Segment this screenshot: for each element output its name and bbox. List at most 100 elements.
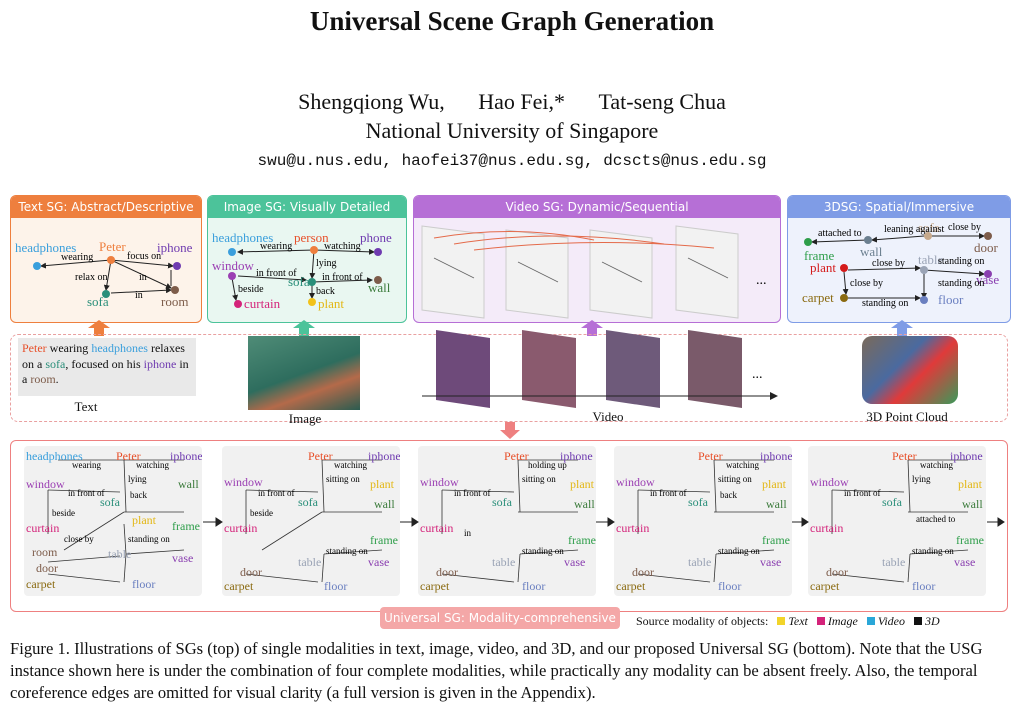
pointcloud-label: 3D Point Cloud [866,409,948,424]
author-list: Shengqiong Wu, Hao Fei,* Tat-seng Chua [0,89,1024,115]
node-table: table [882,555,905,569]
node-headphones: headphones [26,449,83,463]
node-sofa: sofa [918,220,940,235]
node-curtain: curtain [810,521,843,535]
node-vase: vase [976,272,999,287]
image-label: Image [288,411,322,426]
node-wall: wall [368,280,391,295]
node-table: table [918,252,943,267]
video-label: Video [592,409,624,424]
node-curtain: curtain [26,521,59,535]
node-floor: floor [522,579,545,593]
edge-in-front-of: in front of [68,488,105,498]
edge-sitting-on: sitting on [522,474,556,484]
node-window: window [810,475,849,489]
video-input-ellipsis: ... [752,367,763,382]
edge-in-front-of: in front of [844,488,881,498]
pointcloud-input [862,336,958,404]
image-sg-title: Image SG: Visually Detailed [208,196,406,218]
word-sofa: sofa [45,356,66,371]
author-2: Hao Fei,* [478,89,565,114]
author-emails: swu@u.nus.edu, haofei37@nus.edu.sg, dcsc… [257,152,767,170]
node-peter: Peter [698,449,723,463]
edge-wearing: wearing [61,252,93,263]
word-iphone: iphone [143,356,177,371]
node-plant: plant [370,477,395,491]
node-door: door [974,240,999,255]
usg-frame-graph: headphones Peter iphone window wall sofa… [26,449,203,591]
edge-in-front-of-2: in front of [322,272,363,283]
text-sg-title: Text SG: Abstract/Descriptive [11,196,201,218]
word-focused: , focused on his [65,356,144,371]
3dsg-graph: frame wall sofa door plant table vase ca… [802,220,999,309]
node-window: window [224,475,263,489]
node-room: room [161,294,188,309]
node-plant: plant [958,477,983,491]
node-door: door [36,561,58,575]
node-plant: plant [570,477,595,491]
text-sg-panel: Text SG: Abstract/Descriptive headphones… [10,195,202,323]
node-frame: frame [762,533,790,547]
node-curtain: curtain [224,521,257,535]
node-iphone: iphone [157,240,193,255]
node-sofa: sofa [882,495,903,509]
node-vase: vase [760,555,781,569]
legend-text-swatch [777,617,786,625]
node-frame: frame [804,248,835,263]
edge-standing-on: standing on [718,546,760,556]
node-iphone: iphone [368,449,400,463]
edge-attached-to: attached to [818,228,862,239]
node-table: table [108,547,131,561]
legend-title: Source modality of objects: [636,614,769,628]
node-curtain: curtain [616,521,649,535]
down-arrow [500,422,520,439]
input-modalities-box [10,334,1008,422]
edge-close-by-1: close by [948,222,981,233]
edge-lying: lying [128,474,147,484]
node-frame: frame [172,519,200,533]
edge-close-by-2: close by [872,258,905,269]
edge-in-front-of: in front of [258,488,295,498]
node-peter: Peter [504,449,529,463]
word-in-a: in a [22,356,189,387]
usg-frame-2: Peter iphone window plant sofa wall curt… [222,446,401,596]
node-person: person [294,230,329,245]
video-sg-title: Video SG: Dynamic/Sequential [414,196,780,218]
node-sofa: sofa [100,495,121,509]
node-vase: vase [954,555,975,569]
node-plant: plant [132,513,157,527]
edge-leaning-against: leaning against [884,224,944,235]
node-plant: plant [810,260,836,275]
node-peter: Peter [99,239,126,254]
usg-frame-5: Peter iphone window plant sofa wall curt… [808,446,986,596]
edge-wearing: wearing [72,460,101,470]
edge-in-2: in [135,290,143,301]
affiliation: National University of Singapore [365,118,659,143]
node-plant: plant [762,477,787,491]
video-input: ... [422,330,778,408]
video-sg-panel: Video SG: Dynamic/Sequential ... [413,195,781,323]
author-3: Tat-seng Chua [598,89,726,114]
paper-title: Universal Scene Graph Generation [309,6,715,36]
edge-in-front-of: in front of [650,488,687,498]
word-peter: Peter [22,341,47,355]
usg-frame-graph: Peter iphone window plant sofa wall curt… [420,449,596,593]
node-carpet: carpet [802,290,834,305]
node-door: door [240,565,262,579]
node-sofa: sofa [288,274,310,289]
edge-standing-on-2: standing on [938,278,984,289]
edge-watching: watching [324,241,361,252]
legend-image-swatch [816,617,825,625]
node-sofa: sofa [688,495,709,509]
edge-standing-on: standing on [128,534,170,544]
edge-in-1: in [139,272,147,283]
edge-holding-up: holding up [528,460,567,470]
edge-beside: beside [238,284,264,295]
legend-video-label: Video [877,614,905,628]
word-headphones: headphones [91,341,148,355]
edge-in-front-of: in front of [454,488,491,498]
edge-watching: watching [726,460,759,470]
usg-frame-4: Peter iphone window plant sofa wall curt… [614,446,793,596]
edge-standing-on: standing on [326,546,368,556]
3dsg-title: 3DSG: Spatial/Immersive [788,196,1010,218]
